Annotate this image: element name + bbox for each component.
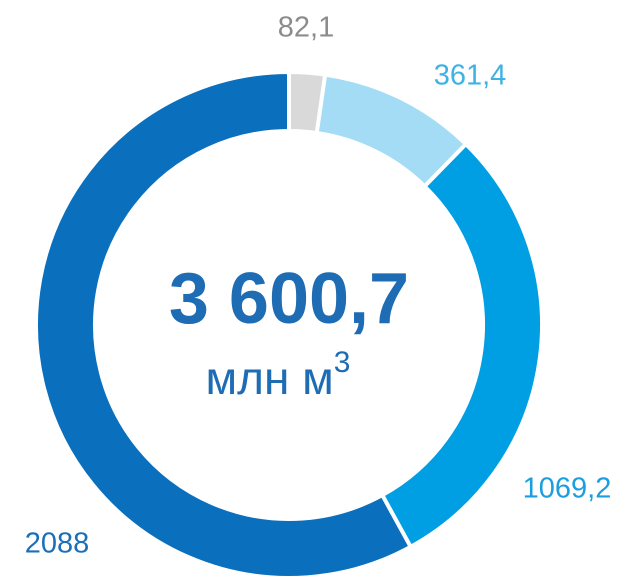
donut-segment xyxy=(379,141,544,550)
unit-text: млн м xyxy=(206,352,334,404)
data-label: 1069,2 xyxy=(523,473,612,505)
donut-segment xyxy=(287,69,328,136)
data-label: 82,1 xyxy=(278,12,334,44)
data-label: 2088 xyxy=(25,528,90,560)
donut-segment xyxy=(314,72,469,190)
unit-superscript: 3 xyxy=(334,346,351,379)
donut-segment xyxy=(34,69,414,577)
data-label: 361,4 xyxy=(434,60,507,92)
center-unit: млн м3 xyxy=(206,346,351,404)
center-total: 3 600,7 xyxy=(169,259,409,339)
